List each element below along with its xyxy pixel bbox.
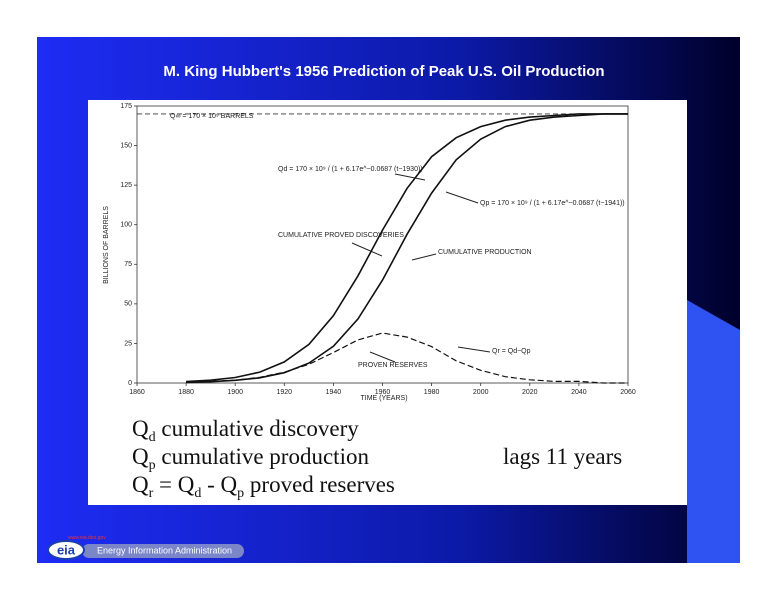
y-tick-label: 100 — [120, 222, 132, 229]
symbol: Q — [132, 416, 149, 441]
annotation: Qr = Qd−Qp — [492, 348, 531, 355]
subscript: p — [237, 486, 244, 501]
x-tick-label: 1900 — [227, 389, 243, 396]
note-extra: lags 11 years — [503, 444, 622, 469]
slide-title: M. King Hubbert's 1956 Prediction of Pea… — [163, 63, 604, 80]
annotation: Q∞ = 170 × 10⁹ BARRELS — [170, 113, 254, 120]
subscript: r — [149, 486, 154, 501]
x-tick-label: 1880 — [178, 389, 194, 396]
x-tick-label: 2020 — [522, 389, 538, 396]
y-tick-label: 0 — [128, 380, 132, 387]
footer-bar — [82, 544, 244, 558]
y-tick-label: 50 — [124, 301, 132, 308]
arrows — [351, 173, 491, 363]
note: Qr = Qd - Qp proved reserves — [132, 472, 395, 501]
annotation: Qp = 170 × 10⁹ / (1 + 6.17e^−0.0687 (t−1… — [480, 200, 625, 207]
subscript: p — [149, 458, 156, 473]
note-text: cumulative production — [156, 444, 370, 469]
note-text: cumulative discovery — [156, 416, 360, 441]
series-label: CUMULATIVE PRODUCTION — [438, 249, 532, 256]
footer-agency: Energy Information Administration — [97, 545, 232, 555]
y-tick-label: 125 — [120, 182, 132, 189]
note: Qp cumulative production — [132, 444, 369, 473]
x-tick-label: 1940 — [326, 389, 342, 396]
series-line — [186, 332, 628, 384]
x-tick-label: 1980 — [424, 389, 440, 396]
note-text: - Q — [201, 472, 237, 497]
x-tick-label: 2040 — [571, 389, 587, 396]
y-tick-label: 175 — [120, 103, 132, 110]
series-label: CUMULATIVE PROVED DISCOVERIES — [278, 232, 404, 239]
note-text: = Q — [153, 472, 194, 497]
y-axis-label: BILLIONS OF BARRELS — [103, 206, 110, 284]
chart-panel — [88, 100, 687, 505]
y-tick-label: 150 — [120, 142, 132, 149]
logo: eia — [57, 542, 76, 557]
footer-url: www.eia.doe.gov — [68, 535, 106, 541]
subscript: d — [149, 430, 156, 445]
note: Qd cumulative discovery — [132, 416, 359, 445]
x-tick-label: 1860 — [129, 389, 145, 396]
notes: Qd cumulative discovery Qp cumulative pr… — [132, 416, 622, 501]
series-label: PROVEN RESERVES — [358, 362, 428, 369]
y-tick-label: 75 — [124, 261, 132, 268]
symbol: Q — [132, 472, 149, 497]
note-text: proved reserves — [244, 472, 395, 497]
y-tick-label: 25 — [124, 340, 132, 347]
series-line — [186, 113, 628, 383]
x-tick-label: 2000 — [473, 389, 489, 396]
subscript: d — [194, 486, 201, 501]
annotation: Qd = 170 × 10⁹ / (1 + 6.17e^−0.0687 (t−1… — [278, 166, 423, 173]
symbol: Q — [132, 444, 149, 469]
x-tick-label: 1960 — [375, 389, 391, 396]
logo-badge — [47, 540, 85, 560]
x-tick-label: 2060 — [620, 389, 636, 396]
x-tick-label: 1920 — [277, 389, 293, 396]
decor — [687, 300, 740, 563]
x-axis-label: TIME (YEARS) — [360, 395, 407, 402]
